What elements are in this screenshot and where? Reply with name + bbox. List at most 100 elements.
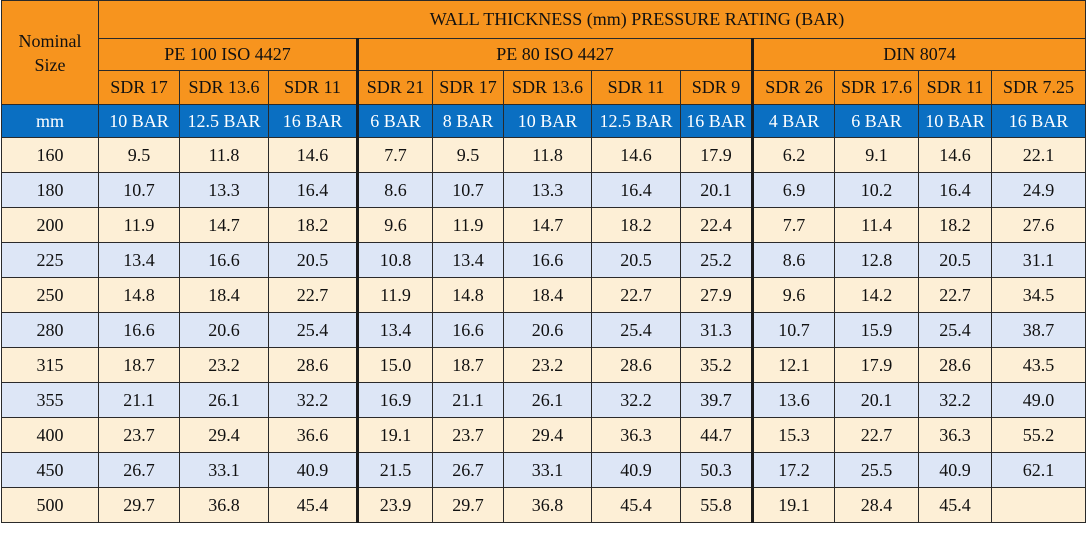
wall-thickness-cell: 43.5 (990, 347, 1086, 383)
pressure-rating-header: 4 BAR (751, 104, 835, 138)
wall-thickness-cell: 28.6 (591, 347, 681, 383)
wall-thickness-cell: 45.4 (591, 487, 681, 523)
wall-thickness-cell: 11.9 (356, 277, 433, 313)
wall-thickness-cell: 22.1 (990, 137, 1086, 173)
table-row: 355 21.1 26.1 32.2 16.9 21.1 26.1 32.2 39.7 13.6 2… (1, 382, 1086, 418)
wall-thickness-cell: 23.9 (356, 487, 433, 523)
sdr-header: SDR 26 (751, 70, 835, 105)
wall-thickness-cell: 28.4 (834, 487, 919, 523)
wall-thickness-cell: 26.7 (432, 452, 504, 488)
wall-thickness-cell: 27.9 (680, 277, 753, 313)
wall-thickness-cell: 26.1 (503, 382, 592, 418)
wall-thickness-cell: 16.6 (98, 312, 180, 348)
wall-thickness-cell: 33.1 (179, 452, 269, 488)
wall-thickness-cell: 23.7 (98, 417, 180, 453)
wall-thickness-cell: 36.8 (503, 487, 592, 523)
wall-thickness-cell: 8.6 (751, 242, 835, 278)
wall-thickness-cell: 7.7 (356, 137, 433, 173)
wall-thickness-cell: 9.5 (432, 137, 504, 173)
wall-thickness-cell: 20.5 (268, 242, 358, 278)
nominal-size-cell: 400 (1, 417, 99, 453)
wall-thickness-cell: 14.6 (591, 137, 681, 173)
wall-thickness-cell: 62.1 (990, 452, 1086, 488)
wall-thickness-cell: 20.5 (918, 242, 992, 278)
wall-thickness-cell: 39.7 (680, 382, 753, 418)
wall-thickness-cell: 19.1 (356, 417, 433, 453)
wall-thickness-cell: 36.6 (268, 417, 358, 453)
wall-thickness-cell: 32.2 (918, 382, 992, 418)
wall-thickness-cell: 23.7 (432, 417, 504, 453)
wall-thickness-cell: 20.1 (834, 382, 919, 418)
wall-thickness-cell: 12.1 (751, 347, 835, 383)
wall-thickness-cell: 22.7 (268, 277, 358, 313)
wall-thickness-cell: 26.7 (98, 452, 180, 488)
sdr-header: SDR 13.6 (179, 70, 269, 105)
wall-thickness-cell: 6.2 (751, 137, 835, 173)
pressure-rating-header: 16 BAR (990, 104, 1086, 138)
wall-thickness-cell: 10.8 (356, 242, 433, 278)
wall-thickness-cell: 18.2 (268, 207, 358, 243)
pressure-rating-header: 10 BAR (503, 104, 592, 138)
wall-thickness-cell: 25.4 (591, 312, 681, 348)
wall-thickness-cell: 45.4 (918, 487, 992, 523)
wall-thickness-cell: 26.1 (179, 382, 269, 418)
wall-thickness-cell: 16.6 (503, 242, 592, 278)
table-row: 225 13.4 16.6 20.5 10.8 13.4 16.6 20.5 25.2 8.6 12… (1, 242, 1086, 278)
wall-thickness-cell: 29.4 (503, 417, 592, 453)
wall-thickness-cell: 13.4 (98, 242, 180, 278)
wall-thickness-cell: 29.7 (432, 487, 504, 523)
group-header-pe80: PE 80 ISO 4427 (356, 38, 753, 71)
wall-thickness-cell: 13.3 (503, 172, 592, 208)
pressure-rating-header: 8 BAR (432, 104, 504, 138)
pressure-rating-header: 6 BAR (834, 104, 919, 138)
wall-thickness-cell: 17.9 (834, 347, 919, 383)
wall-thickness-cell: 14.8 (98, 277, 180, 313)
wall-thickness-cell: 50.3 (680, 452, 753, 488)
wall-thickness-cell: 32.2 (268, 382, 358, 418)
pressure-rating-header: 10 BAR (918, 104, 992, 138)
wall-thickness-cell: 20.6 (179, 312, 269, 348)
pressure-rating-header: 16 BAR (268, 104, 358, 138)
sdr-header: SDR 13.6 (503, 70, 592, 105)
nominal-size-cell: 280 (1, 312, 99, 348)
wall-thickness-cell: 28.6 (268, 347, 358, 383)
sdr-header: SDR 17 (432, 70, 504, 105)
wall-thickness-cell: 18.4 (503, 277, 592, 313)
table-row: 315 18.7 23.2 28.6 15.0 18.7 23.2 28.6 35.2 12.1 1… (1, 347, 1086, 383)
wall-thickness-cell: 16.9 (356, 382, 433, 418)
wall-thickness-cell: 19.1 (751, 487, 835, 523)
wall-thickness-cell: 27.6 (990, 207, 1086, 243)
wall-thickness-cell: 22.7 (591, 277, 681, 313)
wall-thickness-cell: 16.4 (268, 172, 358, 208)
wall-thickness-cell: 16.6 (432, 312, 504, 348)
wall-thickness-table: Nominal Size WALL THICKNESS (mm) PRESSUR… (1, 0, 1086, 523)
wall-thickness-cell: 40.9 (918, 452, 992, 488)
wall-thickness-cell: 17.2 (751, 452, 835, 488)
wall-thickness-cell: 14.8 (432, 277, 504, 313)
sdr-header: SDR 9 (680, 70, 753, 105)
wall-thickness-cell: 13.4 (356, 312, 433, 348)
wall-thickness-cell: 22.7 (918, 277, 992, 313)
pressure-rating-header: 10 BAR (98, 104, 180, 138)
wall-thickness-cell: 10.7 (432, 172, 504, 208)
nominal-size-cell: 355 (1, 382, 99, 418)
wall-thickness-cell: 7.7 (751, 207, 835, 243)
sdr-header: SDR 17.6 (834, 70, 919, 105)
pressure-rating-header: 16 BAR (680, 104, 753, 138)
wall-thickness-cell: 11.8 (503, 137, 592, 173)
table-row: 450 26.7 33.1 40.9 21.5 26.7 33.1 40.9 50.3 17.2 2… (1, 452, 1086, 488)
wall-thickness-cell: 6.9 (751, 172, 835, 208)
wall-thickness-cell: 22.7 (834, 417, 919, 453)
wall-thickness-cell: 9.6 (751, 277, 835, 313)
wall-thickness-cell: 11.8 (179, 137, 269, 173)
wall-thickness-cell: 11.9 (98, 207, 180, 243)
wall-thickness-cell: 15.0 (356, 347, 433, 383)
nominal-size-cell: 160 (1, 137, 99, 173)
wall-thickness-cell: 28.6 (918, 347, 992, 383)
wall-thickness-cell: 20.1 (680, 172, 753, 208)
wall-thickness-cell: 11.4 (834, 207, 919, 243)
wall-thickness-cell: 24.9 (990, 172, 1086, 208)
wall-thickness-cell: 13.4 (432, 242, 504, 278)
wall-thickness-cell: 21.5 (356, 452, 433, 488)
wall-thickness-cell: 16.4 (918, 172, 992, 208)
